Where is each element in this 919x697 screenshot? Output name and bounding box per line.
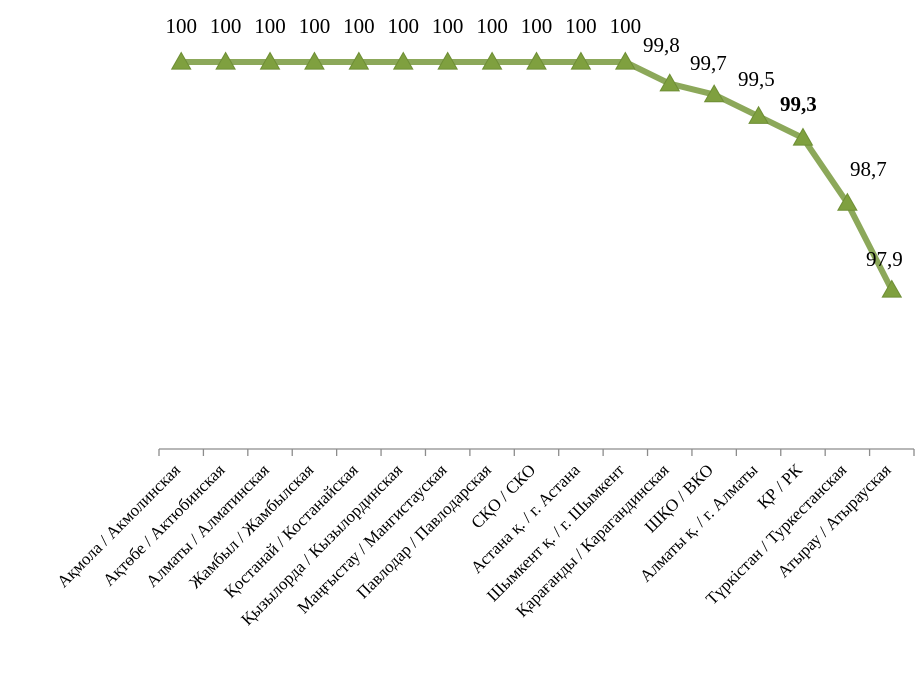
data-point-marker [570,51,592,70]
data-label: 100 [521,14,553,38]
data-point-marker [392,51,414,70]
data-point-marker [437,51,459,70]
data-label: 100 [476,14,508,38]
data-label: 100 [254,14,286,38]
data-label: 100 [299,14,331,38]
data-label: 100 [210,14,242,38]
x-axis [158,448,915,456]
data-label: 99,8 [643,33,680,57]
data-point-marker [304,51,325,70]
data-label: 97,9 [866,247,903,271]
data-point-marker [215,51,236,70]
data-point-marker [837,192,858,211]
data-point-marker [614,51,636,70]
data-label: 99,3 [780,92,817,116]
data-label: 100 [565,14,597,38]
series-layer [170,51,903,298]
data-labels: 100 100 100 100 100 100 100 100 100 100 10099,899,… [165,14,902,271]
data-label: 100 [388,14,420,38]
data-point-marker [659,73,681,92]
data-point-marker [170,51,192,70]
data-point-marker [526,51,547,70]
data-label: 99,7 [690,51,727,75]
data-point-marker [748,105,769,124]
data-point-marker [481,51,503,70]
data-label: 100 [165,14,197,38]
data-label: 100 [343,14,375,38]
data-point-marker [703,84,725,103]
data-point-marker [792,127,814,146]
data-point-marker [881,279,903,298]
data-label: 100 [610,14,642,38]
data-label: 100 [432,14,464,38]
data-point-marker [348,51,370,70]
data-point-marker [259,51,281,70]
data-label: 99,5 [738,67,775,91]
data-label: 98,7 [850,157,887,181]
